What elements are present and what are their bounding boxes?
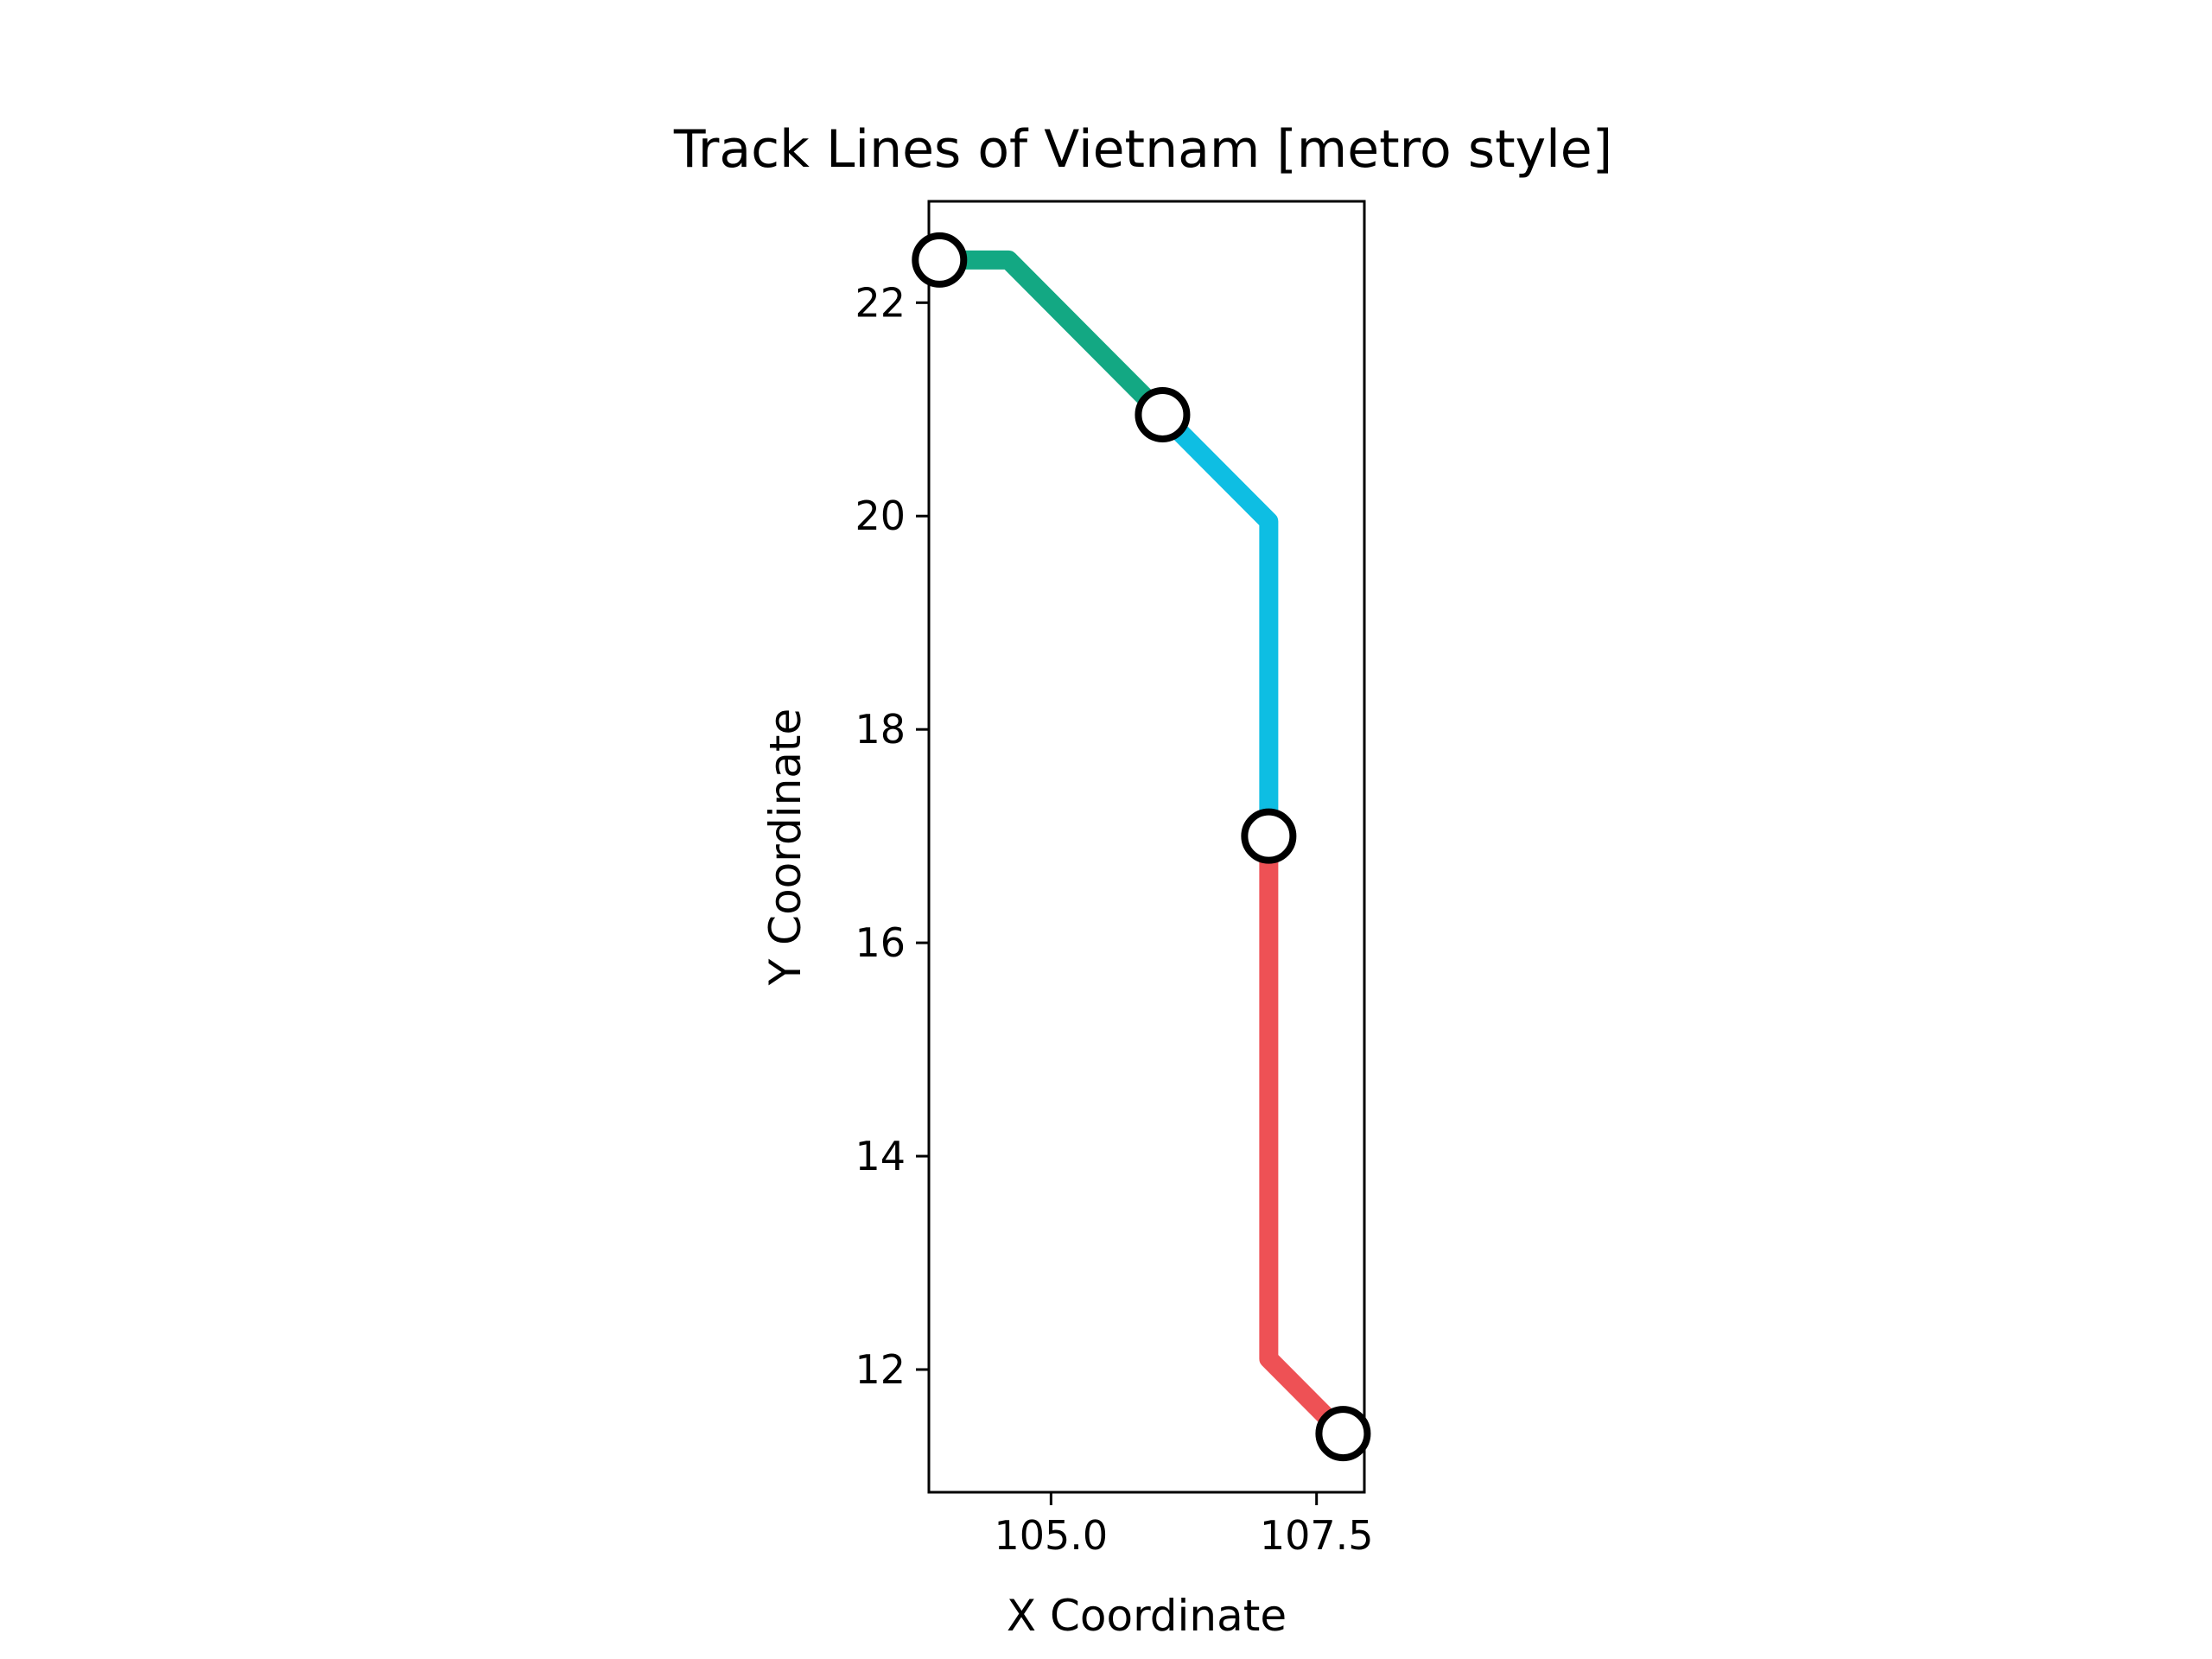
y-tick-label: 20 <box>855 493 906 539</box>
chart-title: Track Lines of Vietnam [metro style] <box>673 119 1612 180</box>
station-marker-3 <box>1241 808 1297 864</box>
y-axis-ticks: 12 14 16 18 20 22 <box>855 279 929 1393</box>
x-axis-ticks: 105.0 107.5 <box>995 1492 1374 1559</box>
track-line-3 <box>1259 836 1351 1440</box>
x-tick-label: 105.0 <box>995 1512 1109 1559</box>
track-line-1 <box>939 250 1170 422</box>
station-marker-2 <box>1135 386 1191 442</box>
station-marker-1 <box>912 232 968 288</box>
y-tick-label: 16 <box>855 919 906 966</box>
track-line-2 <box>1155 408 1279 836</box>
plot-frame <box>927 200 1366 1494</box>
y-tick-label: 12 <box>855 1346 906 1393</box>
x-tick-label: 107.5 <box>1260 1512 1374 1559</box>
y-tick-label: 22 <box>855 279 906 326</box>
y-tick-label: 14 <box>855 1133 906 1179</box>
station-marker-4 <box>1315 1406 1371 1462</box>
y-axis-label: Y Coordinate <box>760 709 810 987</box>
y-tick-label: 18 <box>855 706 906 753</box>
x-axis-label: X Coordinate <box>1007 1591 1287 1641</box>
stations <box>912 232 1371 1462</box>
